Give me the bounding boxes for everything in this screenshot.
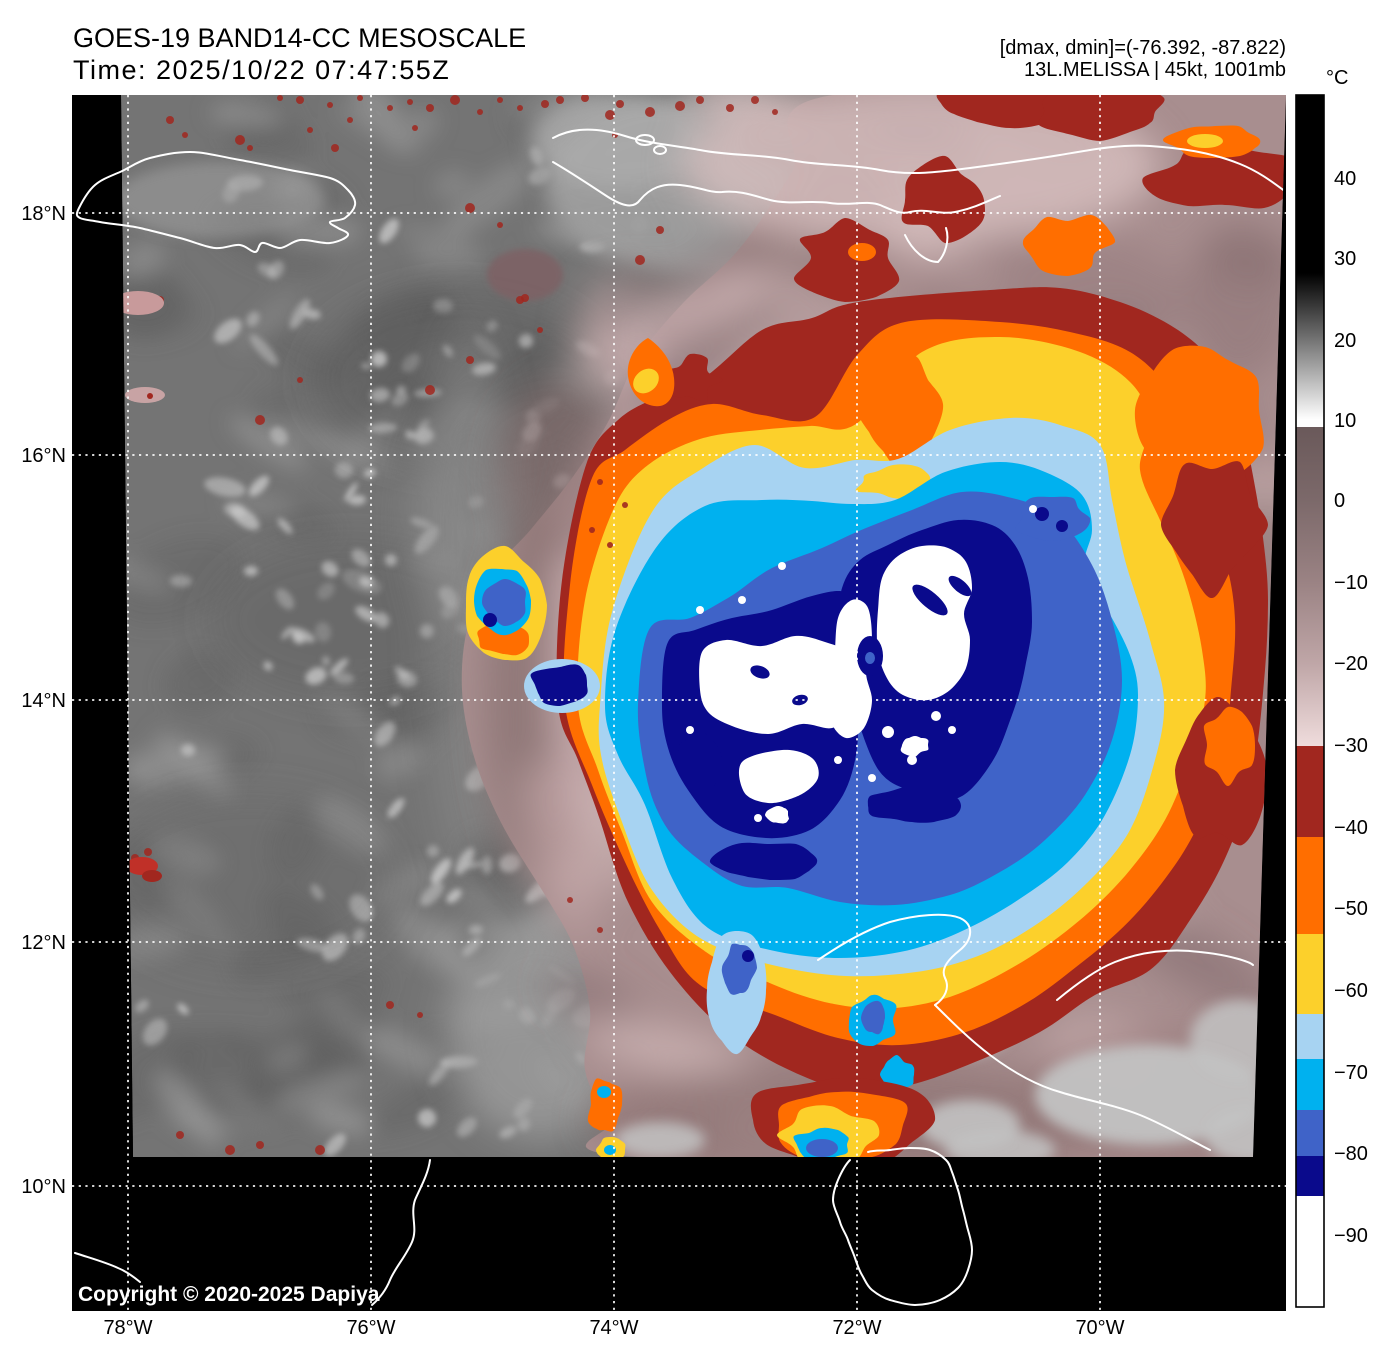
svg-text:78°W: 78°W (103, 1317, 152, 1339)
svg-text:30: 30 (1334, 248, 1356, 270)
svg-text:Time: 2025/10/22 07:47:55Z: Time: 2025/10/22 07:47:55Z (73, 55, 450, 85)
svg-text:10: 10 (1334, 410, 1356, 432)
svg-text:0: 0 (1334, 490, 1345, 512)
svg-text:−60: −60 (1334, 980, 1368, 1002)
svg-text:13L.MELISSA | 45kt, 1001mb: 13L.MELISSA | 45kt, 1001mb (1024, 59, 1286, 81)
svg-text:20: 20 (1334, 330, 1356, 352)
svg-text:16°N: 16°N (21, 445, 66, 467)
svg-text:12°N: 12°N (21, 932, 66, 954)
svg-text:70°W: 70°W (1075, 1317, 1124, 1339)
svg-text:−90: −90 (1334, 1225, 1368, 1247)
svg-text:Copyright © 2020-2025 Dapiya: Copyright © 2020-2025 Dapiya (78, 1283, 380, 1306)
svg-text:−10: −10 (1334, 572, 1368, 594)
svg-text:−70: −70 (1334, 1062, 1368, 1084)
svg-text:18°N: 18°N (21, 203, 66, 225)
svg-text:−80: −80 (1334, 1143, 1368, 1165)
svg-text:−20: −20 (1334, 653, 1368, 675)
svg-text:−40: −40 (1334, 817, 1368, 839)
svg-text:14°N: 14°N (21, 690, 66, 712)
svg-text:[dmax, dmin]=(-76.392, -87.822: [dmax, dmin]=(-76.392, -87.822) (1000, 37, 1286, 59)
svg-text:74°W: 74°W (589, 1317, 638, 1339)
svg-text:−50: −50 (1334, 898, 1368, 920)
svg-text:−30: −30 (1334, 735, 1368, 757)
svg-text:76°W: 76°W (346, 1317, 395, 1339)
svg-text:72°W: 72°W (832, 1317, 881, 1339)
svg-text:40: 40 (1334, 168, 1356, 190)
svg-text:10°N: 10°N (21, 1176, 66, 1198)
svg-text:GOES-19 BAND14-CC MESOSCALE: GOES-19 BAND14-CC MESOSCALE (73, 23, 526, 53)
svg-text:°C: °C (1326, 67, 1348, 89)
